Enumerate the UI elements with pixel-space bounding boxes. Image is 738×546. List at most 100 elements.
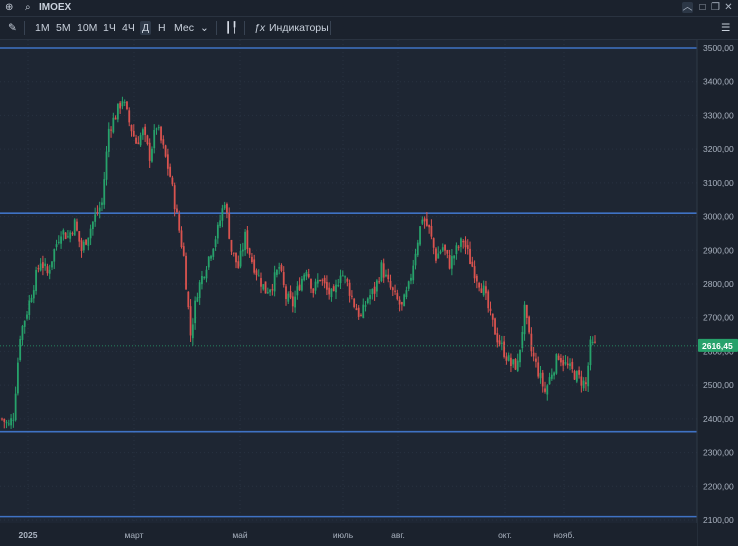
timeframe-day[interactable]: Д xyxy=(140,21,152,35)
candle-body xyxy=(239,250,242,267)
candle-body xyxy=(69,232,72,239)
chevron-up-icon[interactable]: ︿ xyxy=(682,2,693,13)
candle-body xyxy=(60,236,62,244)
toolbar-divider xyxy=(244,21,245,35)
candle-body xyxy=(80,240,83,251)
candle-body xyxy=(119,102,122,109)
candle-body xyxy=(198,282,201,298)
timeframe-5m[interactable]: 5М xyxy=(56,22,71,34)
candle-body xyxy=(141,129,144,136)
candle-body xyxy=(1,418,3,420)
candle-body xyxy=(355,308,358,311)
timeframe-4h[interactable]: 4Ч xyxy=(122,22,135,34)
candle-body xyxy=(278,267,281,269)
candle-body xyxy=(114,117,117,120)
candle-body xyxy=(371,288,374,295)
y-tick-label: 3200,00 xyxy=(703,144,734,154)
timeframe-week[interactable]: Н xyxy=(158,22,166,34)
x-tick-label: авг. xyxy=(391,530,405,540)
candle-body xyxy=(532,352,535,357)
candle-body xyxy=(203,277,206,279)
close-icon[interactable]: ✕ xyxy=(724,2,733,13)
candle-body xyxy=(419,226,421,245)
candle-body xyxy=(571,361,574,369)
candle-body xyxy=(341,275,344,277)
candle-body xyxy=(26,314,28,319)
candle-body xyxy=(19,339,22,361)
candle-body xyxy=(162,139,165,145)
price-chart[interactable]: 2100,002200,002300,002400,002500,002600,… xyxy=(0,40,738,546)
timeframe-10m[interactable]: 10М xyxy=(77,22,98,34)
candle-body xyxy=(466,245,469,249)
timeframe-1m[interactable]: 1М xyxy=(35,22,50,34)
candle-body xyxy=(39,263,42,271)
y-tick-label: 2900,00 xyxy=(703,245,734,255)
candle-body xyxy=(350,295,353,297)
candle-body xyxy=(135,137,137,144)
candle-body xyxy=(353,298,356,308)
candle-body xyxy=(7,423,10,425)
ticker-title[interactable]: IMOEX xyxy=(39,2,72,13)
timeframe-1h[interactable]: 1Ч xyxy=(103,22,116,34)
candle-body xyxy=(260,278,262,287)
candle-body xyxy=(378,281,381,283)
candle-body xyxy=(480,288,483,293)
candle-body xyxy=(389,280,392,288)
copy-icon[interactable]: ❐ xyxy=(711,2,720,13)
candle-body xyxy=(37,268,40,270)
menu-icon[interactable]: ☰ xyxy=(721,22,731,34)
candle-body xyxy=(12,419,15,421)
plus-icon[interactable]: ⊕ xyxy=(5,2,14,13)
candle-body xyxy=(82,241,85,251)
horizontal-levels xyxy=(0,47,697,518)
candle-body xyxy=(298,284,301,291)
candle-body xyxy=(430,226,433,237)
candle-body xyxy=(14,393,17,421)
y-tick-label: 2100,00 xyxy=(703,515,734,525)
candle-body xyxy=(335,284,337,293)
candle-body xyxy=(205,269,208,279)
candle-body xyxy=(148,142,151,161)
candle-body xyxy=(432,238,435,248)
pencil-icon[interactable]: ✎ xyxy=(8,22,17,34)
y-tick-label: 2500,00 xyxy=(703,380,734,390)
candlestick-type-icon[interactable]: ┃╿ xyxy=(225,22,238,34)
x-tick-label: июль xyxy=(333,530,354,540)
candle-body xyxy=(546,385,549,395)
candle-body xyxy=(194,300,197,324)
candle-body xyxy=(87,237,90,246)
indicators-button[interactable]: Индикаторы xyxy=(269,22,329,34)
square-icon[interactable]: □ xyxy=(699,2,706,13)
candle-body xyxy=(478,282,481,288)
candle-body xyxy=(137,142,140,145)
candle-body xyxy=(550,374,553,379)
candle-body xyxy=(46,266,49,274)
candle-body xyxy=(196,297,199,302)
candle-body xyxy=(446,250,449,254)
fx-icon[interactable]: ƒx xyxy=(254,22,266,34)
candle-body xyxy=(146,135,149,144)
candle-body xyxy=(103,179,106,205)
y-tick-label: 2800,00 xyxy=(703,279,734,289)
search-icon[interactable]: ⌕ xyxy=(25,2,31,13)
candle-body xyxy=(21,326,24,340)
candle-body xyxy=(294,296,296,308)
x-tick-label: май xyxy=(232,530,248,540)
chevron-down-icon[interactable]: ⌄ xyxy=(200,22,209,34)
candle-body xyxy=(564,362,567,364)
candle-body xyxy=(364,305,367,307)
candle-body xyxy=(244,231,247,251)
candle-body xyxy=(548,377,551,385)
candle-body xyxy=(453,255,456,259)
timeframe-month[interactable]: Мес xyxy=(174,22,194,34)
candle-body xyxy=(373,286,376,294)
candle-body xyxy=(237,261,240,269)
candle-body xyxy=(407,281,410,289)
candle-body xyxy=(412,265,415,281)
candle-body xyxy=(94,214,97,222)
candle-body xyxy=(410,277,412,281)
y-tick-label: 3000,00 xyxy=(703,212,734,222)
candle-body xyxy=(96,211,99,213)
candle-body xyxy=(505,356,508,361)
candle-body xyxy=(210,255,212,259)
